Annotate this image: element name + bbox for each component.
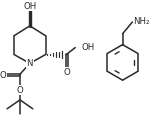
Text: O: O (64, 68, 71, 77)
Text: NH₂: NH₂ (133, 17, 150, 26)
Text: N: N (27, 59, 33, 68)
Text: O: O (0, 71, 6, 80)
Text: O: O (17, 85, 23, 94)
Text: OH: OH (23, 2, 37, 11)
Text: OH: OH (81, 43, 94, 52)
